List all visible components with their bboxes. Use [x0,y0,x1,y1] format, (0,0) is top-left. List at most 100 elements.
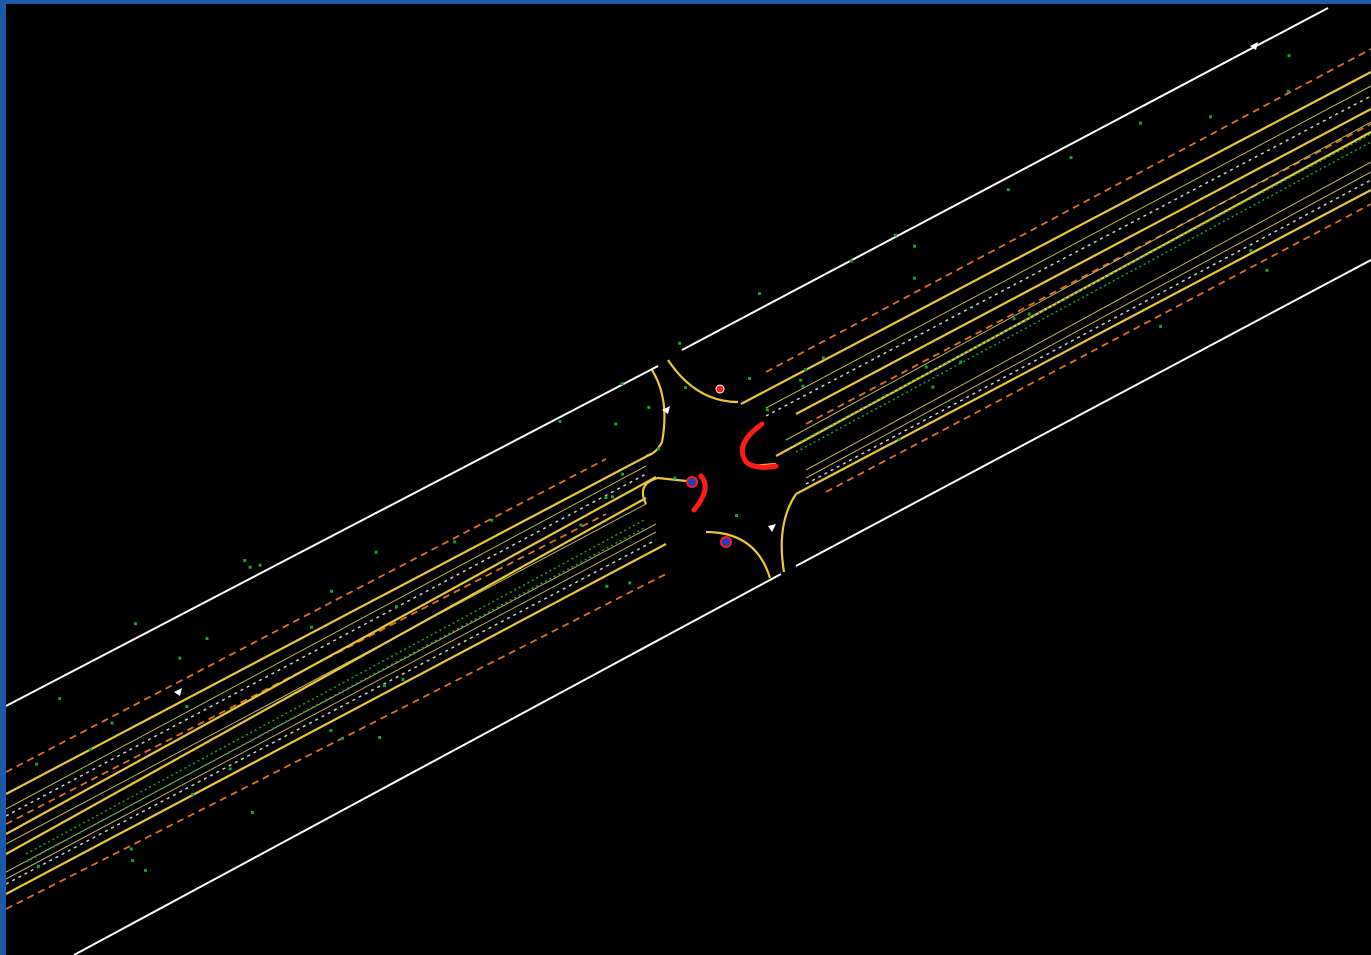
south-row-line [73,573,782,955]
vegetation-point [913,244,916,248]
red-median-noses [691,421,779,513]
vegetation-point [35,762,39,766]
edge-dash-line [765,48,1371,373]
vegetation-point [821,356,825,360]
vegetation-point [765,408,769,412]
arrow-marker [662,406,670,414]
west-median-nose-red [691,473,708,513]
vegetation-point [330,589,333,593]
vegetation-point [620,382,624,386]
vegetation-point [657,447,660,451]
vegetation-point [605,584,609,588]
vegetation-point [1027,312,1031,316]
curb-line [795,108,1371,415]
vegetation-point [37,864,41,868]
vegetation-point [1209,115,1213,119]
vegetation-point [959,360,963,364]
vegetation-point [1139,121,1143,125]
ne-curb-return [667,359,739,404]
lane-line [6,465,647,810]
vegetation-point [382,684,386,688]
sw-curb-return [705,530,772,579]
intersection-curb-returns [641,359,797,579]
edge-dash-line [6,573,667,910]
vegetation-point [228,767,232,771]
vegetation-point [131,859,135,863]
white-dotted-lines [6,95,1371,885]
vegetation-point [1286,89,1290,93]
vegetation-point [110,721,114,725]
vegetation-point [310,625,313,629]
vegetation-line [25,526,647,863]
vegetation-point [134,622,137,626]
vegetation-point [849,259,853,263]
south-row-line-east [795,259,1371,567]
median-vegetation [25,133,1371,863]
vegetation-point [378,736,382,739]
vegetation-point [1006,188,1010,192]
arrow-marker [768,524,776,532]
vegetation-point [931,385,935,389]
lane-line [765,85,1371,409]
vegetation-point [611,495,614,499]
vegetation-point [799,378,803,382]
dotted-lane-line [765,95,1371,417]
road-plan-drawing [6,7,1371,955]
dotted-lane-line [805,179,1371,485]
lane-line [6,531,657,880]
vegetation-point [804,368,807,372]
right-of-way-lines [6,7,1371,955]
edge-dash-line [6,458,607,773]
curb-line [6,453,652,795]
vegetation-point [897,437,901,441]
curb-line [6,476,657,835]
vegetation-point [604,496,608,500]
vegetation-point [250,811,254,814]
cad-viewport[interactable] [6,4,1371,955]
vegetation-point [395,605,398,609]
vegetation-point [205,637,209,640]
lane-line [805,171,1371,479]
vegetation-point [58,697,62,701]
vegetation-line [795,133,1371,445]
vegetation-point [248,565,252,569]
vegetation-point [453,540,457,544]
vegetation-point [1069,156,1073,160]
vegetation-point [684,386,688,390]
edge-dash-line [805,123,1371,425]
vegetation-point [1287,54,1291,58]
vegetation-point [748,377,752,380]
vegetation-point [628,581,632,585]
edge-dash-line [825,203,1371,493]
vegetation-point [614,422,618,426]
north-row-line-east [681,7,1329,351]
vegetation-points [35,54,1291,872]
vegetation-point [490,518,494,522]
nw-curb-return [645,369,666,458]
west-median-nose [641,476,697,505]
vegetation-point [1249,248,1253,252]
vegetation-point [647,405,651,409]
arrow-marker [174,688,182,696]
vegetation-point [341,736,344,740]
signal-marker-center [686,476,698,488]
vegetation-point [329,729,333,733]
curb-line [6,543,667,895]
intersection-markers [174,42,1258,696]
lane-line [6,503,647,845]
vegetation-point [144,868,147,872]
vegetation-point [758,292,761,296]
vegetation-point [558,420,562,423]
vegetation-point [129,847,133,851]
vegetation-point [178,656,182,660]
vegetation-point [678,341,682,345]
signal-marker-south [720,536,732,548]
curb-line [6,497,647,855]
vegetation-point [1265,268,1269,272]
vegetation-point [185,705,189,708]
se-curb-return [780,493,797,573]
vegetation-point [924,365,928,369]
edge-dash-lines [6,48,1371,910]
signal-marker-north [715,384,725,394]
